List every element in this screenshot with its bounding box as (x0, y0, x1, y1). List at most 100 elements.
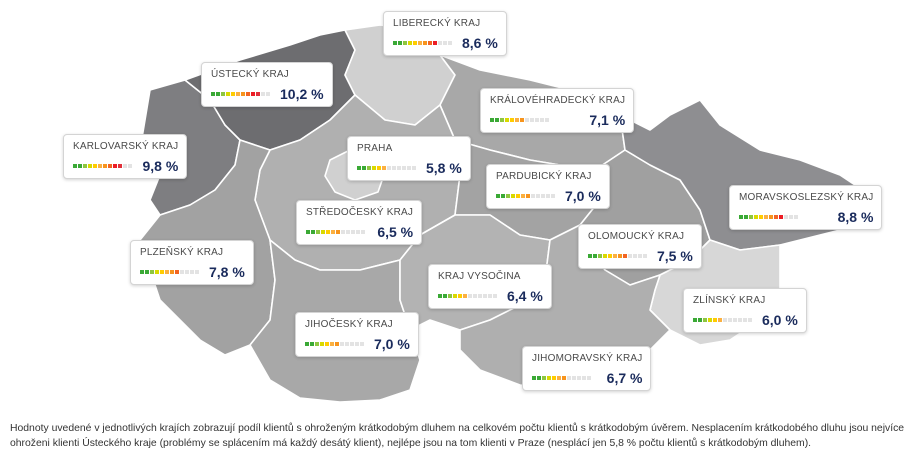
gauge-segment (341, 230, 345, 234)
gauge-segment (251, 92, 255, 96)
region-card-vysocina[interactable]: KRAJ VYSOČINA 6,4 % (428, 264, 552, 309)
gauge-segment (623, 254, 627, 258)
gauge-segment (351, 230, 355, 234)
risk-gauge (306, 230, 365, 234)
gauge-segment (180, 270, 184, 274)
gauge-segment (310, 342, 314, 346)
gauge-segment (170, 270, 174, 274)
region-card-liberecky[interactable]: LIBERECKÝ KRAJ 8,6 % (383, 11, 507, 56)
region-card-kralovehradecky[interactable]: KRÁLOVÉHRADECKÝ KRAJ 7,1 % (480, 88, 635, 133)
gauge-segment (321, 230, 325, 234)
region-card-olomoucky[interactable]: OLOMOUCKÝ KRAJ 7,5 % (578, 224, 702, 269)
gauge-segment (593, 254, 597, 258)
risk-gauge (496, 194, 555, 198)
gauge-segment (190, 270, 194, 274)
gauge-segment (749, 215, 753, 219)
gauge-segment (703, 318, 707, 322)
gauge-segment (315, 342, 319, 346)
region-value: 6,7 % (606, 370, 643, 386)
gauge-segment (562, 376, 566, 380)
gauge-segment (708, 318, 712, 322)
gauge-segment (608, 254, 612, 258)
gauge-segment (160, 270, 164, 274)
gauge-segment (603, 254, 607, 258)
gauge-segment (496, 194, 500, 198)
gauge-segment (98, 164, 102, 168)
gauge-segment (211, 92, 215, 96)
gauge-segment (754, 215, 758, 219)
gauge-segment (541, 194, 545, 198)
risk-gauge (393, 41, 452, 45)
gauge-segment (175, 270, 179, 274)
region-card-stredocesky[interactable]: STŘEDOČESKÝ KRAJ 6,5 % (296, 200, 423, 245)
region-card-praha[interactable]: PRAHA 5,8 % (347, 136, 471, 181)
gauge-segment (511, 194, 515, 198)
gauge-segment (357, 166, 361, 170)
gauge-segment (423, 41, 427, 45)
gauge-segment (698, 318, 702, 322)
gauge-segment (744, 215, 748, 219)
gauge-segment (540, 118, 544, 122)
gauge-segment (433, 41, 437, 45)
gauge-segment (468, 294, 472, 298)
gauge-segment (356, 230, 360, 234)
region-name: KARLOVARSKÝ KRAJ (73, 141, 179, 152)
region-card-zlinsky[interactable]: ZLÍNSKÝ KRAJ 6,0 % (683, 288, 807, 333)
gauge-segment (443, 294, 447, 298)
gauge-segment (246, 92, 250, 96)
gauge-segment (438, 294, 442, 298)
gauge-segment (493, 294, 497, 298)
region-value: 6,0 % (762, 312, 798, 328)
gauge-segment (408, 41, 412, 45)
region-name: KRAJ VYSOČINA (438, 271, 521, 282)
region-card-moravskoslezsky[interactable]: MORAVSKOSLEZSKÝ KRAJ 8,8 % (729, 185, 883, 230)
gauge-segment (582, 376, 586, 380)
gauge-segment (355, 342, 359, 346)
risk-gauge (739, 215, 798, 219)
gauge-segment (362, 166, 366, 170)
gauge-segment (236, 92, 240, 96)
gauge-segment (78, 164, 82, 168)
gauge-segment (458, 294, 462, 298)
region-card-ustecky[interactable]: ÚSTECKÝ KRAJ 10,2 % (201, 62, 333, 107)
gauge-segment (633, 254, 637, 258)
gauge-segment (532, 376, 536, 380)
gauge-segment (557, 376, 561, 380)
gauge-segment (402, 166, 406, 170)
gauge-segment (500, 118, 504, 122)
gauge-segment (103, 164, 107, 168)
region-card-karlovarsky[interactable]: KARLOVARSKÝ KRAJ 9,8 % (63, 134, 188, 179)
gauge-segment (398, 41, 402, 45)
region-name: OLOMOUCKÝ KRAJ (588, 231, 685, 242)
region-card-jihomoravsky[interactable]: JIHOMORAVSKÝ KRAJ 6,7 % (522, 346, 652, 391)
region-card-pardubicky[interactable]: PARDUBICKÝ KRAJ 7,0 % (486, 164, 610, 209)
region-value: 7,0 % (565, 188, 601, 204)
gauge-segment (428, 41, 432, 45)
gauge-segment (330, 342, 334, 346)
region-card-plzensky[interactable]: PLZEŇSKÝ KRAJ 7,8 % (130, 240, 254, 285)
region-name: KRÁLOVÉHRADECKÝ KRAJ (490, 95, 626, 106)
gauge-segment (393, 41, 397, 45)
gauge-segment (779, 215, 783, 219)
region-value: 7,5 % (657, 248, 693, 264)
gauge-segment (478, 294, 482, 298)
region-map: LIBERECKÝ KRAJ 8,6 % ÚSTECKÝ KRAJ 10,2 %… (63, 11, 883, 403)
gauge-segment (510, 118, 514, 122)
gauge-segment (261, 92, 265, 96)
gauge-segment (515, 118, 519, 122)
gauge-segment (693, 318, 697, 322)
gauge-segment (123, 164, 127, 168)
region-value: 6,4 % (507, 288, 543, 304)
gauge-segment (463, 294, 467, 298)
region-name: PLZEŇSKÝ KRAJ (140, 247, 224, 258)
gauge-segment (521, 194, 525, 198)
gauge-segment (490, 118, 494, 122)
gauge-segment (83, 164, 87, 168)
gauge-segment (195, 270, 199, 274)
gauge-segment (718, 318, 722, 322)
gauge-segment (311, 230, 315, 234)
region-card-jihocesky[interactable]: JIHOČESKÝ KRAJ 7,0 % (295, 312, 419, 357)
gauge-segment (73, 164, 77, 168)
risk-gauge (73, 164, 132, 168)
gauge-segment (316, 230, 320, 234)
